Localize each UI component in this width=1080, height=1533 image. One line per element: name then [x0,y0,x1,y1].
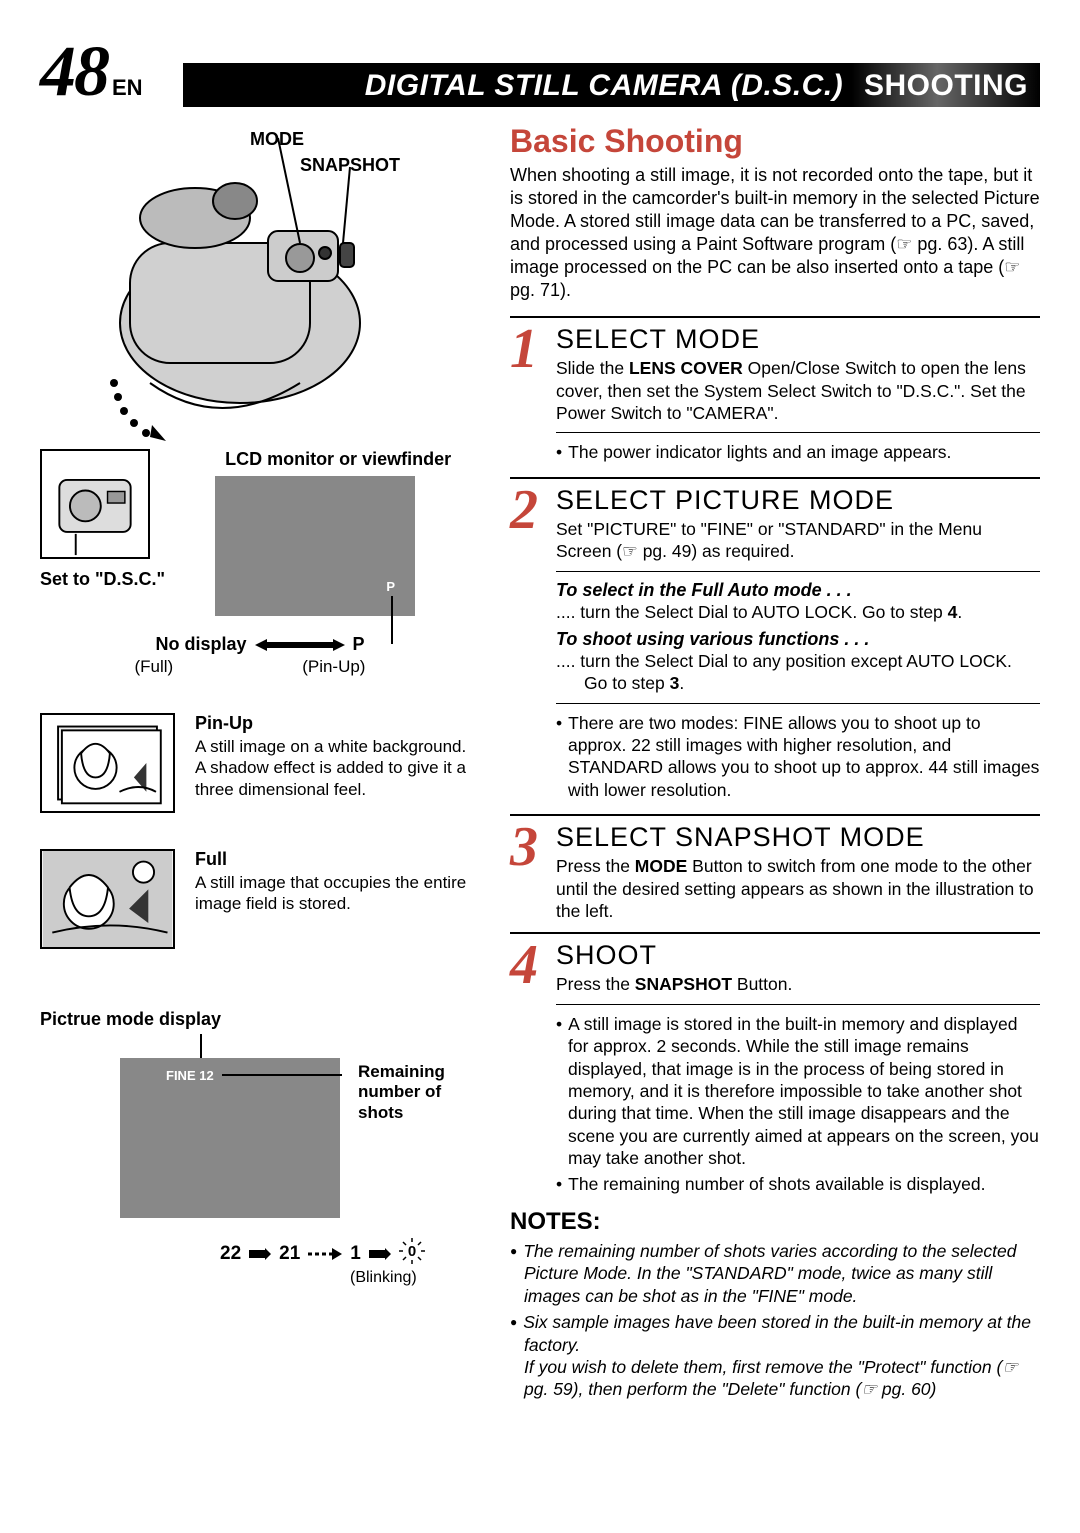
counter-row: 22 21 1 0 [220,1243,480,1265]
step-bullet: The power indicator lights and an image … [556,441,1040,463]
fine-text: FINE 12 [166,1068,214,1083]
p-indicator: P [386,579,395,594]
right-column: Basic Shooting When shooting a still ima… [510,123,1040,1405]
banner-sub: SHOOTING [864,69,1028,102]
blinking-label: (Blinking) [350,1269,480,1287]
step: 3 SELECT SNAPSHOT MODEPress the MODE Butt… [510,814,1040,922]
step: 4 SHOOTPress the SNAPSHOT Button. A still … [510,932,1040,1198]
camera-icon [40,123,480,443]
full-title: Full [195,849,480,870]
page-lang: EN [112,75,143,101]
step-number: 1 [510,324,544,467]
remaining-label: Remaining number of shots [358,1062,480,1123]
step-title: SELECT PICTURE MODE [556,485,1040,516]
no-display-label: No display [155,634,246,655]
camera-diagram: MODE SNAPSHOT [40,123,480,443]
step-bullet: There are two modes: FINE allows you to … [556,712,1040,802]
dsc-thumbnail [40,449,150,559]
notes-title: NOTES: [510,1208,1040,1236]
pict-mode-title: Pictrue mode display [40,1009,480,1030]
step-sub-em: To select in the Full Auto mode . . . [556,580,1040,601]
full-desc: A still image that occupies the entire i… [195,872,480,915]
counter-c: 1 [350,1243,361,1265]
snapshot-label: SNAPSHOT [300,155,400,176]
lcd-label: LCD monitor or viewfinder [225,449,480,470]
full-thumbnail [40,849,175,949]
step-sub-text: .... turn the Select Dial to any positio… [556,650,1040,695]
banner-main: DIGITAL STILL CAMERA (D.S.C.) [365,69,843,102]
pinup-title: Pin-Up [195,713,480,734]
lcd-screen: P [215,476,415,616]
mode-label: MODE [250,129,304,150]
step-body: Press the SNAPSHOT Button. [556,973,1040,995]
step-sub-em: To shoot using various functions . . . [556,629,1040,650]
page-number: 48 [40,30,108,113]
pinup-desc: A still image on a white background. A s… [195,736,480,800]
step-number: 2 [510,485,544,805]
step-title: SELECT SNAPSHOT MODE [556,822,1040,853]
step-title: SHOOT [556,940,1040,971]
notes-block: The remaining number of shots varies acc… [510,1240,1040,1401]
step-body: Press the MODE Button to switch from one… [556,855,1040,922]
mode-toggle-row: No display P [40,634,480,655]
step-body: Slide the LENS COVER Open/Close Switch t… [556,357,1040,424]
step-number: 4 [510,940,544,1198]
step-title: SELECT MODE [556,324,1040,355]
arrow-icon [255,638,345,652]
full-caption: (Full) [134,657,173,677]
step-bullet: The remaining number of shots available … [556,1173,1040,1195]
pinup-caption: (Pin-Up) [302,657,365,677]
note-item: Six sample images have been stored in th… [510,1311,1040,1401]
note-item: The remaining number of shots varies acc… [510,1240,1040,1307]
intro-text: When shooting a still image, it is not r… [510,164,1040,302]
counter-a: 22 [220,1243,241,1265]
set-dsc-label: Set to "D.S.C." [40,569,165,590]
page-header: 48 EN DIGITAL STILL CAMERA (D.S.C.) SHOO… [40,30,1040,113]
left-column: MODE SNAPSHOT [40,123,480,1405]
step: 2 SELECT PICTURE MODESet "PICTURE" to "FI… [510,477,1040,805]
section-title: Basic Shooting [510,123,1040,160]
step-number: 3 [510,822,544,922]
chapter-banner: DIGITAL STILL CAMERA (D.S.C.) SHOOTING [183,63,1040,107]
pict-mode-screen: FINE 12 [120,1058,340,1218]
step: 1 SELECT MODESlide the LENS COVER Open/Cl… [510,316,1040,467]
step-bullet: A still image is stored in the built-in … [556,1013,1040,1170]
p-label-2: P [353,634,365,655]
svg-text:0: 0 [408,1243,416,1260]
step-body: Set "PICTURE" to "FINE" or "STANDARD" in… [556,518,1040,563]
counter-b: 21 [279,1243,300,1265]
pinup-thumbnail [40,713,175,813]
step-sub-text: .... turn the Select Dial to AUTO LOCK. … [556,601,1040,623]
